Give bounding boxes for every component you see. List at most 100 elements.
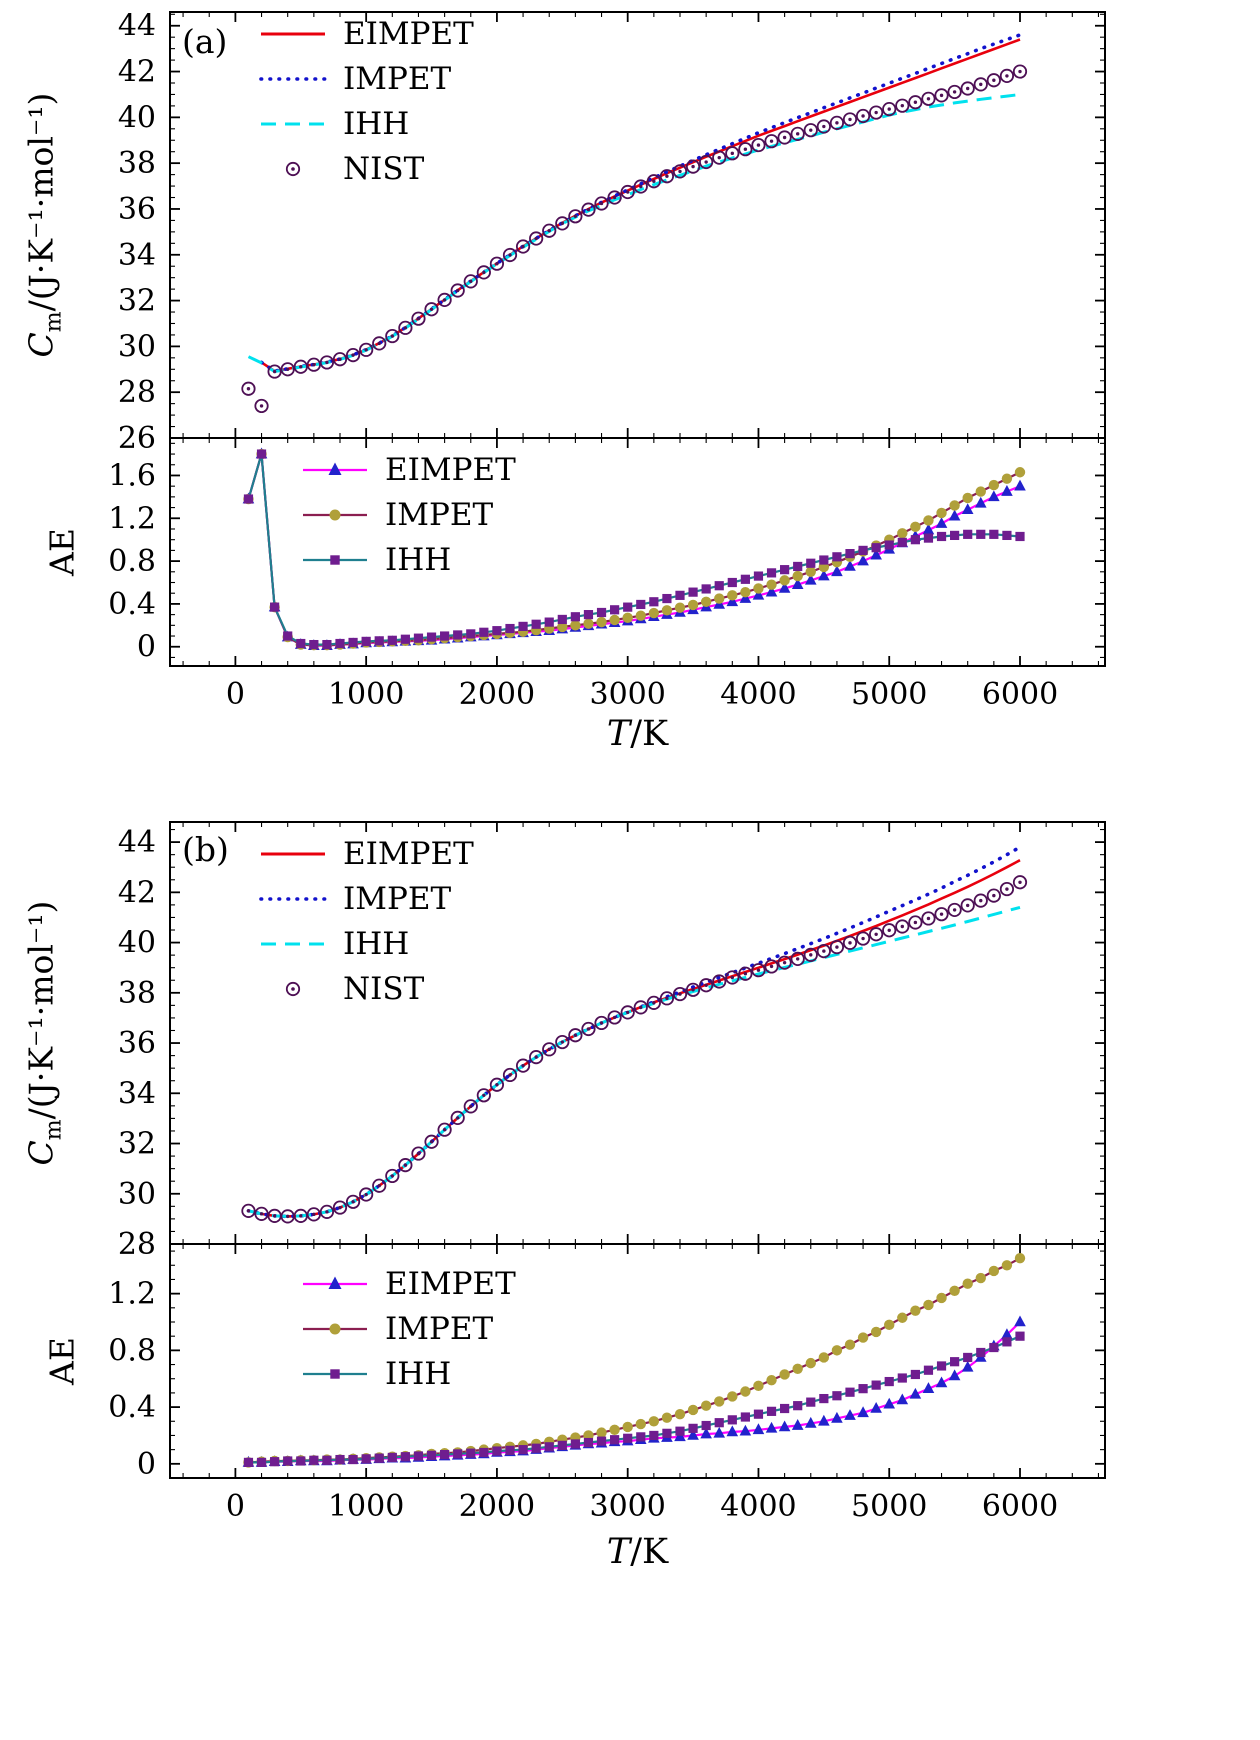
legend-entry-ihh: IHH [300, 1354, 516, 1394]
temperature-units: /K [630, 714, 669, 754]
legend-label: NIST [343, 150, 425, 187]
legend-entry-ihh: IHH [258, 924, 474, 964]
cm-axis-label-a: Cm/(J·K⁻¹·mol⁻¹) [22, 93, 67, 358]
cm-symbol: C [21, 332, 61, 358]
ihh-dashed-line-sample [261, 122, 325, 126]
tick-label: 36 [118, 1026, 156, 1061]
legend-entry-nist: NIST [258, 149, 474, 189]
legend-entry-impet: IMPET [258, 59, 474, 99]
cm-units: /(J·K⁻¹·mol⁻¹) [21, 900, 61, 1120]
ihh-square-sample [303, 1369, 367, 1379]
cm-units: /(J·K⁻¹·mol⁻¹) [21, 92, 61, 312]
tick-label: 0.8 [108, 544, 156, 579]
tick-label: 6000 [982, 677, 1058, 712]
cm-symbol: C [21, 1140, 61, 1166]
tick-label: 40 [118, 100, 156, 135]
panel-a-axes: 26 28 30 32 34 36 38 40 42 44 0 1000 2000 3000 4000 500… [108, 9, 1106, 712]
legend-label: EIMPET [385, 451, 516, 488]
tick-label: 28 [118, 375, 156, 410]
tick-label: 30 [118, 1177, 156, 1212]
ihh-markers [243, 449, 1025, 650]
legend-label: NIST [343, 970, 425, 1007]
tick-label: 1000 [328, 1489, 404, 1524]
legend-entry-eimpet: EIMPET [258, 14, 474, 54]
tick-label: 5000 [851, 677, 927, 712]
nist-marker-sample [285, 981, 301, 997]
panel-a: 26 28 30 32 34 36 38 40 42 44 0 1000 2000 3000 4000 500… [0, 0, 1260, 790]
tick-label: 5000 [851, 1489, 927, 1524]
legend-ae-a: EIMPET IMPET IHH [300, 450, 516, 580]
tick-label: 32 [118, 1127, 156, 1162]
legend-label: IMPET [385, 1310, 494, 1347]
plot-area [241, 33, 1028, 414]
tick-label: 32 [118, 284, 156, 319]
legend-label: IHH [385, 541, 452, 578]
x-axis-label-a: T/K [170, 714, 1105, 754]
plot-border [169, 1243, 1106, 1479]
impet-dotted-line-sample [259, 897, 327, 901]
tick-label: 34 [118, 238, 156, 273]
tick-label: 44 [118, 825, 156, 860]
legend-label: EIMPET [343, 15, 474, 52]
panel-label-b: (b) [182, 830, 229, 869]
tick-label: 44 [118, 9, 156, 44]
tick-label: 1000 [328, 677, 404, 712]
tick-label: 26 [118, 421, 156, 456]
eimpet-line-sample [261, 32, 325, 36]
tick-label: 1.2 [108, 1277, 156, 1312]
tick-label: 0.4 [108, 1390, 156, 1425]
tick-label: 6000 [982, 1489, 1058, 1524]
legend-label: IHH [343, 105, 410, 142]
ihh-dashed-line-sample [261, 942, 325, 946]
legend-label: IHH [343, 925, 410, 962]
legend-label: EIMPET [385, 1265, 516, 1302]
ihh-square-sample [303, 555, 367, 565]
impet-circle-sample [303, 509, 367, 521]
axis-ticks [170, 438, 1105, 666]
legend-ae-b: EIMPET IMPET IHH [300, 1264, 516, 1394]
legend-entry-eimpet: EIMPET [258, 834, 474, 874]
tick-label: 28 [118, 1227, 156, 1262]
temperature-units: /K [630, 1532, 669, 1572]
tick-label: 40 [118, 926, 156, 961]
tick-label: 2000 [459, 1489, 535, 1524]
tick-label: 0.8 [108, 1333, 156, 1368]
tick-label: 42 [118, 55, 156, 90]
legend-entry-ihh: IHH [300, 540, 516, 580]
tick-label: 4000 [720, 1489, 796, 1524]
eimpet-line-sample [261, 852, 325, 856]
tick-label: 0 [137, 1447, 156, 1482]
tick-label: 4000 [720, 677, 796, 712]
legend-cm-b: EIMPET IMPET IHH NIST [258, 834, 474, 1009]
legend-entry-impet: IMPET [300, 495, 516, 535]
panel-b-axes: 28 30 32 34 36 38 40 42 44 0 1000 2000 3000 4000 5000 6… [108, 821, 1106, 1524]
tick-label: 0 [226, 677, 245, 712]
tick-label: 3000 [590, 677, 666, 712]
legend-entry-ihh: IHH [258, 104, 474, 144]
legend-entry-eimpet: EIMPET [300, 1264, 516, 1304]
plot-area [242, 447, 1026, 651]
cm-subscript: m [41, 311, 67, 333]
legend-cm-a: EIMPET IMPET IHH NIST [258, 14, 474, 189]
temperature-symbol: T [606, 1532, 631, 1572]
ae-axis-label-a: AE [42, 528, 82, 576]
tick-label: 38 [118, 146, 156, 181]
legend-label: EIMPET [343, 835, 474, 872]
legend-label: IMPET [343, 60, 452, 97]
legend-entry-eimpet: EIMPET [300, 450, 516, 490]
legend-entry-impet: IMPET [258, 879, 474, 919]
tick-label: 3000 [590, 1489, 666, 1524]
nist-markers [241, 875, 1028, 1224]
impet-circle-sample [303, 1323, 367, 1335]
tick-label: 1.2 [108, 501, 156, 536]
plot-area [242, 1252, 1026, 1468]
tick-label: 34 [118, 1076, 156, 1111]
ihh-markers [243, 1331, 1025, 1467]
tick-label: 0 [137, 630, 156, 665]
nist-marker-sample [285, 161, 301, 177]
tick-label: 42 [118, 875, 156, 910]
eimpet-triangle-sample [303, 462, 367, 475]
x-axis-label-b: T/K [170, 1532, 1105, 1572]
plot-area [241, 845, 1028, 1224]
tick-label: 0 [226, 1489, 245, 1524]
